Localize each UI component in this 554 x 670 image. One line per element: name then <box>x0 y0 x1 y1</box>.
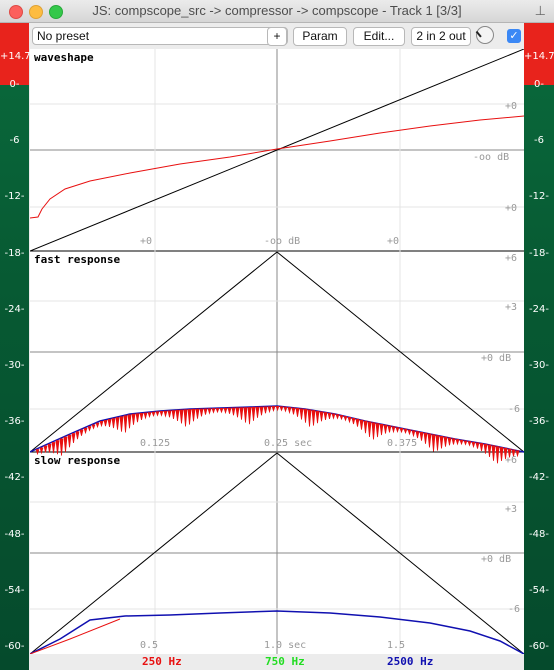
legend-250hz: 250 Hz <box>142 655 182 668</box>
minimize-window-button[interactable] <box>29 5 43 19</box>
fast-y-label-3: +3 <box>505 302 518 313</box>
left-meter-scale-label: -18- <box>4 247 25 259</box>
left-meter-scale-label: -12- <box>4 191 25 203</box>
left-meter-scale-label: -54- <box>4 584 25 596</box>
right-meter-scale-label: -48- <box>529 528 549 540</box>
plot-area: waveshape fast response slow response +0… <box>30 49 524 654</box>
fast-y-label-0: +0 dB <box>481 353 512 364</box>
slow-x-label-3: 1.5 <box>387 640 406 651</box>
right-meter-scale-label: -54- <box>529 584 549 596</box>
slow-y-label-3: +3 <box>505 504 518 515</box>
preset-dropdown[interactable]: No preset ▲▼ <box>32 27 288 45</box>
maximize-window-button[interactable] <box>49 5 63 19</box>
left-meter-scale-label: -60- <box>4 641 25 652</box>
right-meter-scale-label: -24- <box>529 303 549 315</box>
right-meter-peak-label: +14.7 <box>524 51 554 62</box>
left-meter-scale-label: 0- <box>9 79 20 90</box>
fast-x-label-3: 0.375 <box>387 438 418 449</box>
right-meter-scale-label: -36- <box>529 416 549 428</box>
io-routing-button[interactable]: 2 in 2 out <box>411 27 471 46</box>
edit-button[interactable]: Edit... <box>353 27 405 46</box>
right-meter-peak <box>524 23 554 85</box>
right-meter-scale-label: -18- <box>529 247 549 259</box>
fast-y-label-minus6: -6 <box>508 404 521 415</box>
left-meter-scale-label: -48- <box>4 528 25 540</box>
slow-x-label-1: 0.5 <box>140 640 159 651</box>
fast-y-label-6: +6 <box>505 253 518 264</box>
right-meter-scale-label: -6 <box>534 135 544 147</box>
scope-plot <box>30 49 524 654</box>
right-meter-scale-label: -30- <box>529 360 549 371</box>
waveshape-y-label-top: +0 <box>505 101 518 112</box>
waveshape-x-label-center: -oo dB <box>264 236 301 247</box>
add-preset-button[interactable]: + <box>267 27 287 46</box>
legend-750hz: 750 Hz <box>265 655 305 668</box>
toolbar: No preset ▲▼ + Param Edit... 2 in 2 out … <box>30 23 524 49</box>
wet-dry-knob[interactable] <box>476 26 494 44</box>
title-bar: JS: compscope_src -> compressor -> comps… <box>0 0 554 23</box>
pin-icon[interactable]: ⊥ <box>534 3 546 18</box>
right-meter-scale-label: -12- <box>529 191 549 203</box>
enable-checkbox[interactable]: ✓ <box>507 29 521 43</box>
left-meter-scale-label: -30- <box>4 360 25 371</box>
preset-label: No preset <box>37 29 90 43</box>
waveshape-y-label-mid: -oo dB <box>473 152 510 163</box>
slow-y-label-minus6: -6 <box>508 604 521 615</box>
left-meter-scale-label: -6 <box>9 135 20 147</box>
legend-2500hz: 2500 Hz <box>387 655 434 668</box>
slow-y-label-0: +0 dB <box>481 554 512 565</box>
right-meter-scale-label: -42- <box>529 472 549 484</box>
waveshape-title: waveshape <box>34 51 94 64</box>
window-title: JS: compscope_src -> compressor -> comps… <box>92 3 462 18</box>
slow-y-label-6: +6 <box>505 455 518 466</box>
left-level-meter: +14.7 0- -6 -12- -18- -24- -30- -36- -42- -48- -5… <box>0 23 31 670</box>
close-window-button[interactable] <box>9 5 23 19</box>
slow-response-title: slow response <box>34 454 121 467</box>
waveshape-x-label-left: +0 <box>140 236 153 247</box>
fast-response-title: fast response <box>34 253 121 266</box>
left-meter-scale-label: -24- <box>4 303 25 315</box>
left-meter-peak-label: +14.7 <box>0 51 31 62</box>
slow-x-label-2: 1.0 sec <box>264 640 307 651</box>
waveshape-y-label-bottom: +0 <box>505 203 518 214</box>
right-meter-scale-label: 0- <box>534 79 544 90</box>
left-meter-peak <box>0 23 29 85</box>
fast-x-label-1: 0.125 <box>140 438 171 449</box>
fast-x-label-2: 0.25 sec <box>264 438 313 449</box>
left-meter-scale-label: -42- <box>4 472 25 484</box>
param-button[interactable]: Param <box>293 27 347 46</box>
waveshape-x-label-right: +0 <box>387 236 400 247</box>
left-meter-scale-label: -36- <box>4 416 25 428</box>
right-level-meter: +14.7 0- -6 -12- -18- -24- -30- -36- -42- -48- -5… <box>524 23 554 670</box>
right-meter-scale-label: -60- <box>529 641 549 652</box>
